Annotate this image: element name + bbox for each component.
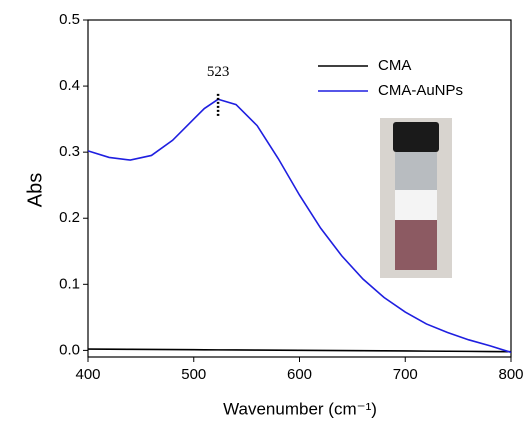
x-tick-label: 800 (498, 366, 523, 383)
vial-neck (395, 152, 437, 190)
legend-label: CMA (378, 57, 411, 74)
y-tick-label: 0.4 (59, 77, 80, 94)
x-tick-label: 400 (75, 366, 100, 383)
y-axis-label: Abs (24, 173, 46, 207)
y-tick-label: 0.0 (59, 341, 80, 358)
y-tick-label: 0.5 (59, 11, 80, 28)
annotation-label: 523 (207, 64, 230, 80)
legend-label: CMA-AuNPs (378, 82, 463, 99)
x-tick-label: 500 (181, 366, 206, 383)
series-line (87, 348, 512, 353)
y-tick-label: 0.3 (59, 143, 80, 160)
series-line (87, 98, 512, 354)
x-axis-label: Wavenumber (cm⁻¹) (223, 399, 377, 418)
x-tick-label: 600 (287, 366, 312, 383)
x-tick-label: 700 (393, 366, 418, 383)
vial-photo (380, 118, 452, 278)
vial-cap (393, 122, 439, 152)
y-tick-label: 0.1 (59, 275, 80, 292)
vial-liquid (395, 220, 437, 270)
vial-foam (395, 190, 437, 220)
y-tick-label: 0.2 (59, 209, 80, 226)
